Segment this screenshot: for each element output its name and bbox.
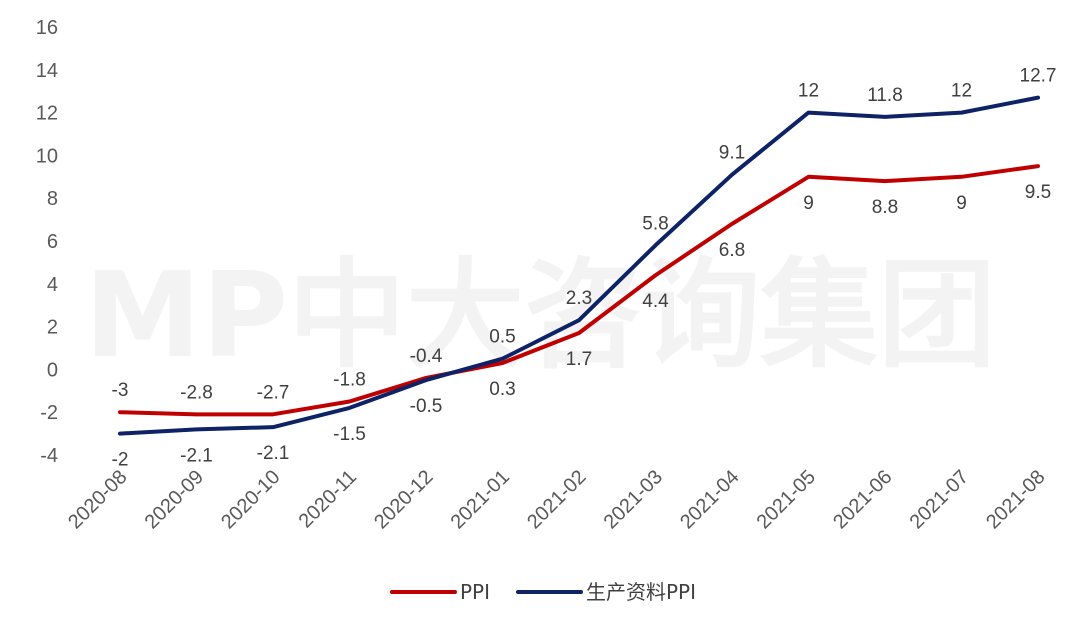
data-label: 11.8 (867, 85, 903, 106)
x-tick-label: 2021-01 (447, 466, 514, 533)
data-label: 9 (803, 193, 814, 214)
x-tick-label: 2020-09 (141, 466, 208, 533)
y-tick-label: -4 (40, 445, 58, 467)
data-label: -0.4 (410, 346, 443, 367)
x-tick-label: 2020-11 (295, 466, 361, 532)
data-label: -3 (112, 380, 129, 401)
data-label: -2.1 (180, 445, 213, 466)
legend-label: 生产资料PPI (586, 580, 696, 604)
data-label: 9.1 (719, 143, 745, 164)
data-label: 8.8 (872, 197, 898, 218)
x-tick-label: 2020-12 (370, 466, 437, 533)
data-label: 12 (798, 81, 819, 102)
y-tick-label: 4 (47, 274, 58, 296)
x-tick-label: 2021-02 (523, 466, 590, 533)
x-tick-label: 2021-06 (829, 466, 896, 533)
data-label: -0.5 (410, 396, 443, 417)
y-axis-ticks: -4 -2 0 2 4 6 8 10 12 14 16 (36, 17, 58, 467)
y-tick-label: 0 (47, 359, 58, 381)
x-tick-label: 2020-10 (217, 466, 284, 533)
legend: PPI 生产资料PPI (390, 580, 696, 604)
x-axis-ticks: 2020-08 2020-09 2020-10 2020-11 2020-12 2021-… (64, 466, 1049, 533)
x-tick-label: 2020-08 (64, 466, 131, 533)
series-line-ppi (118, 164, 1040, 417)
data-label: -2 (112, 450, 129, 471)
y-tick-label: -2 (40, 402, 58, 424)
data-label: 9.5 (1025, 182, 1051, 203)
x-tick-label: 2021-04 (676, 466, 743, 533)
x-tick-label: 2021-03 (600, 466, 667, 533)
data-label: 0.3 (489, 379, 515, 400)
data-labels: -3 -2 -2.8 -2.1 -2.7 -2.1 -1.8 -1.5 -0.4 -0.5 0.5 0… (112, 66, 1057, 471)
x-tick-label: 2021-08 (982, 466, 1049, 533)
data-label: -2.7 (257, 382, 290, 403)
data-label: 12 (951, 81, 972, 102)
data-label: 9 (956, 193, 967, 214)
y-tick-label: 8 (47, 188, 58, 210)
data-label: 4.4 (642, 291, 669, 312)
series-lines (118, 95, 1040, 436)
series-line-production-ppi (118, 95, 1040, 436)
y-tick-label: 12 (36, 103, 58, 125)
data-label: 1.7 (566, 349, 592, 370)
data-label: -2.1 (257, 443, 290, 464)
data-label: 0.5 (489, 327, 515, 348)
watermark: MP中大咨询集团 (84, 246, 996, 384)
data-label: -1.5 (333, 424, 366, 445)
data-label: -2.8 (180, 382, 213, 403)
y-tick-label: 16 (36, 17, 58, 39)
y-tick-label: 2 (47, 317, 58, 339)
y-tick-label: 6 (47, 231, 58, 253)
x-tick-label: 2021-05 (753, 466, 820, 533)
y-tick-label: 14 (36, 60, 58, 82)
data-label: 6.8 (719, 240, 745, 261)
x-tick-label: 2021-07 (906, 466, 973, 533)
data-label: 12.7 (1020, 66, 1057, 87)
y-tick-label: 10 (36, 145, 58, 167)
legend-label: PPI (460, 580, 490, 604)
data-label: 2.3 (566, 288, 592, 309)
data-label: 5.8 (642, 213, 668, 234)
data-label: -1.8 (333, 370, 366, 391)
